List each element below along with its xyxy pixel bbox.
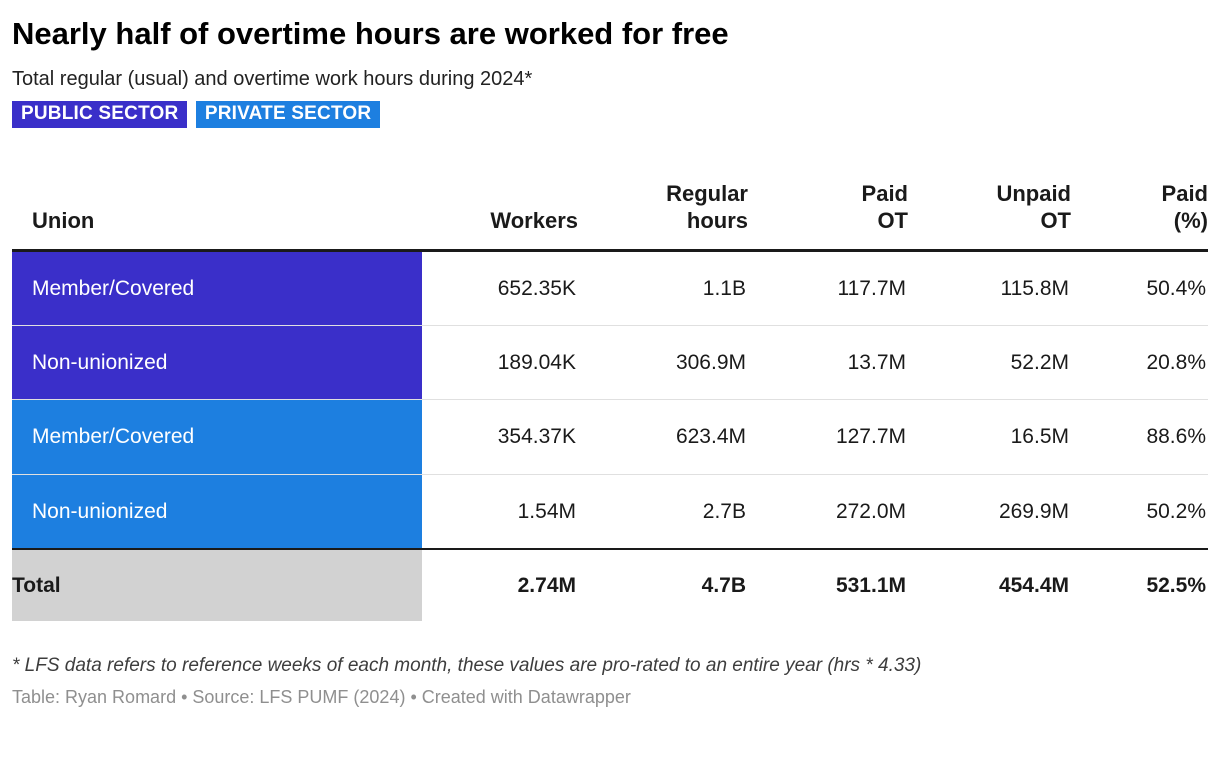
column-header-unpaid-ot: Unpaid OT bbox=[996, 180, 1071, 234]
column-header-regular-hours: Regular hours bbox=[666, 180, 748, 234]
regular-hours-cell: 2.7B bbox=[702, 499, 746, 523]
paid-pct-cell: 20.8% bbox=[1146, 350, 1206, 374]
unpaid-ot-cell: 16.5M bbox=[1010, 425, 1069, 449]
workers-cell: 189.04K bbox=[497, 350, 576, 374]
paid-pct-cell: 50.4% bbox=[1146, 276, 1206, 300]
total-workers-cell: 2.74M bbox=[517, 573, 576, 597]
regular-hours-cell: 306.9M bbox=[675, 350, 746, 374]
regular-hours-cell: 623.4M bbox=[675, 425, 746, 449]
workers-cell: 354.37K bbox=[497, 425, 576, 449]
regular-hours-cell: 1.1B bbox=[702, 276, 746, 300]
column-header-paid-ot: Paid OT bbox=[861, 180, 908, 234]
paid-ot-cell: 13.7M bbox=[847, 350, 906, 374]
total-regular-hours-cell: 4.7B bbox=[701, 573, 746, 597]
column-header-union: Union bbox=[32, 208, 95, 234]
paid-ot-cell: 117.7M bbox=[837, 276, 907, 300]
legend-badge-public-sector: PUBLIC SECTOR bbox=[12, 100, 188, 128]
legend-badge-private-sector: PRIVATE SECTOR bbox=[195, 100, 381, 128]
page-subtitle: Total regular (usual) and overtime work … bbox=[12, 67, 533, 90]
total-paid-ot-cell: 531.1M bbox=[835, 573, 906, 597]
union-cell: Non-unionized bbox=[12, 474, 422, 549]
column-header-workers: Workers bbox=[490, 208, 578, 234]
unpaid-ot-cell: 52.2M bbox=[1010, 350, 1069, 374]
total-paid-pct-cell: 52.5% bbox=[1146, 573, 1206, 597]
table-row-private-member: Member/Covered 354.37K 623.4M 127.7M 16.… bbox=[12, 399, 1208, 475]
union-cell: Member/Covered bbox=[12, 399, 422, 475]
unpaid-ot-cell: 269.9M bbox=[998, 499, 1069, 523]
workers-cell: 652.35K bbox=[497, 276, 576, 300]
table-row-total: Total 2.74M 4.7B 531.1M 454.4M 52.5% bbox=[12, 548, 1208, 622]
workers-cell: 1.54M bbox=[517, 499, 576, 523]
table-row-private-nonunion: Non-unionized 1.54M 2.7B 272.0M 269.9M 5… bbox=[12, 474, 1208, 549]
column-header-paid-pct: Paid (%) bbox=[1161, 180, 1208, 234]
footnote: * LFS data refers to reference weeks of … bbox=[12, 655, 922, 677]
paid-pct-cell: 88.6% bbox=[1146, 425, 1206, 449]
credit-line: Table: Ryan Romard • Source: LFS PUMF (2… bbox=[12, 687, 631, 708]
paid-ot-cell: 127.7M bbox=[835, 425, 906, 449]
table-row-public-member: Member/Covered 652.35K 1.1B 117.7M 115.8… bbox=[12, 250, 1208, 326]
table-row-public-nonunion: Non-unionized 189.04K 306.9M 13.7M 52.2M… bbox=[12, 325, 1208, 400]
data-table: Union Workers Regular hours Paid OT Unpa… bbox=[12, 180, 1208, 622]
paid-ot-cell: 272.0M bbox=[835, 499, 906, 523]
union-cell: Member/Covered bbox=[12, 250, 422, 326]
total-label-cell: Total bbox=[12, 548, 422, 622]
page-title: Nearly half of overtime hours are worked… bbox=[12, 16, 729, 51]
unpaid-ot-cell: 115.8M bbox=[1000, 276, 1070, 300]
sector-legend: PUBLIC SECTOR PRIVATE SECTOR bbox=[12, 100, 1208, 128]
total-unpaid-ot-cell: 454.4M bbox=[998, 573, 1069, 597]
union-cell: Non-unionized bbox=[12, 325, 422, 400]
table-header-row: Union Workers Regular hours Paid OT Unpa… bbox=[12, 180, 1208, 251]
paid-pct-cell: 50.2% bbox=[1146, 499, 1206, 523]
